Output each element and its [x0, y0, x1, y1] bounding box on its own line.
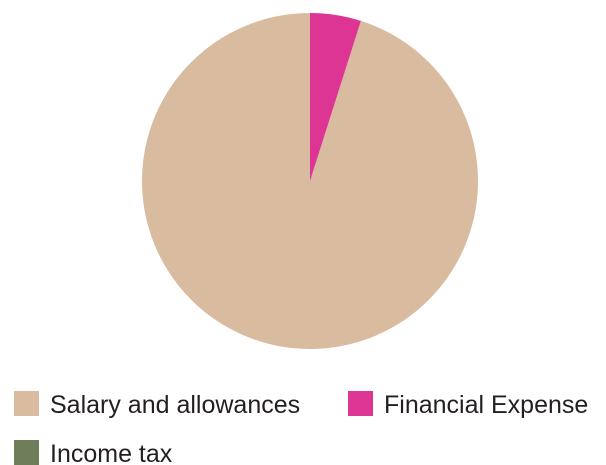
pie-slice-financial-expense	[310, 13, 361, 181]
legend-item-financial-expense: Financial Expense	[348, 391, 588, 419]
legend-swatch-financial-expense	[348, 391, 373, 416]
legend-swatch-income-tax	[14, 440, 39, 465]
legend-item-salary: Salary and allowances	[14, 391, 300, 419]
legend-swatch-salary	[14, 391, 39, 416]
legend-label-financial-expense: Financial Expense	[384, 391, 588, 419]
legend-item-income-tax: Income tax	[14, 440, 173, 465]
pie-slices	[141, 12, 478, 349]
legend-label-salary: Salary and allowances	[50, 391, 300, 419]
legend: Salary and allowances Financial Expense …	[14, 391, 588, 465]
legend-label-income-tax: Income tax	[50, 440, 173, 465]
